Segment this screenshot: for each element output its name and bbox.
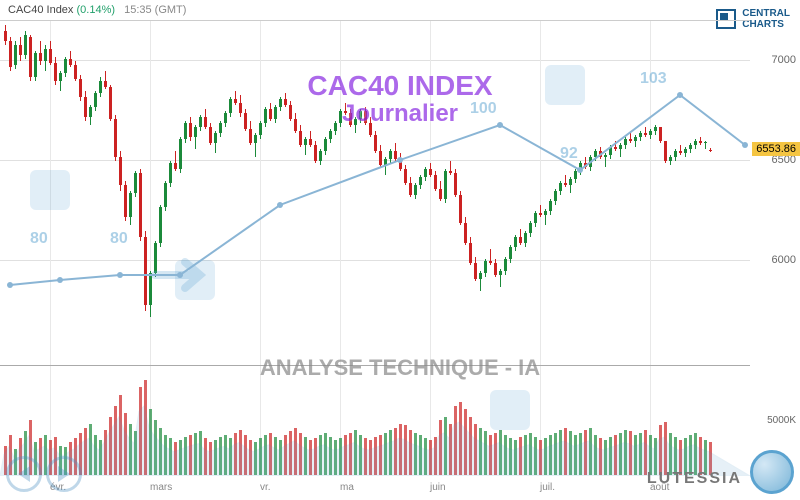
change-percent: (0.14%) [77, 4, 116, 16]
time-axis: évr.marsvr.majuinjuil.août [0, 482, 750, 496]
chart-header: CAC40 Index (0.14%) 15:35 (GMT) [8, 4, 186, 16]
avatar-icon[interactable] [750, 450, 794, 494]
instrument-name: CAC40 Index [8, 4, 73, 16]
volume-chart[interactable] [0, 365, 750, 475]
arrow-left-icon [18, 466, 30, 482]
timestamp: 15:35 (GMT) [124, 4, 186, 16]
brand-label: LUTESSIA [647, 470, 742, 488]
analysis-title: ANALYSE TECHNIQUE - IA [260, 355, 540, 381]
chart-title: CAC40 INDEX [307, 70, 492, 102]
nav-next-button[interactable] [46, 456, 82, 492]
chart-subtitle: Journalier [342, 100, 458, 128]
nav-prev-button[interactable] [6, 456, 42, 492]
arrow-right-icon [58, 466, 70, 482]
price-axis: 6000650070006553.86 [750, 20, 800, 360]
